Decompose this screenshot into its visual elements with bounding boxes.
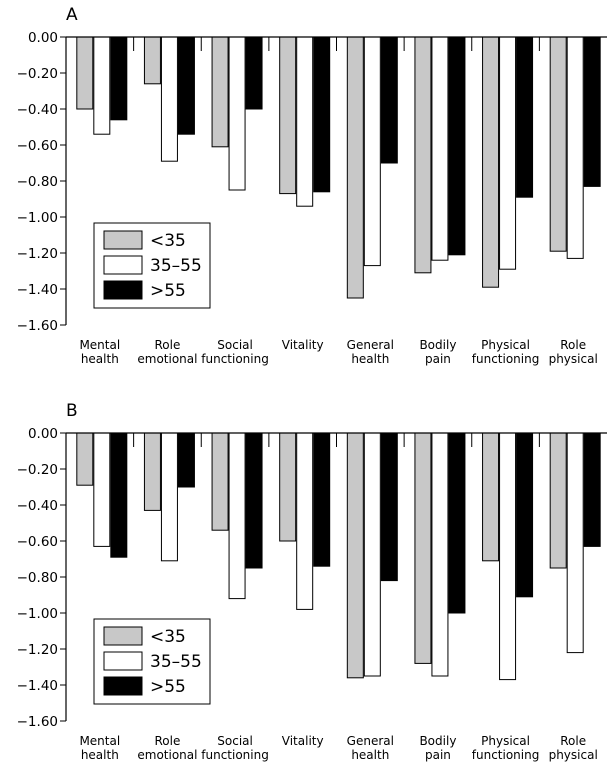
legend-label-35-55: 35–55 xyxy=(150,652,202,672)
y-tick-label: −0.40 xyxy=(17,498,58,514)
y-tick-label: 0.00 xyxy=(28,30,58,46)
legend-swatch-35-55 xyxy=(103,651,143,671)
y-tick-label: −0.40 xyxy=(17,102,58,118)
panel-label: A xyxy=(66,5,78,25)
bar-35-55-role-physical xyxy=(566,432,584,654)
bar-lt-35-role-physical xyxy=(549,36,567,252)
bar-gt-55-social-functioning xyxy=(245,36,263,110)
bar-35-55-social-functioning xyxy=(228,432,246,600)
category-label-vitality: Vitality xyxy=(282,734,324,748)
bar-35-55-bodily-pain xyxy=(431,432,449,677)
bar-gt-55-vitality xyxy=(313,36,331,193)
bar-gt-55-bodily-pain xyxy=(448,36,466,256)
category-label-bodily-pain: Bodily pain xyxy=(419,338,456,366)
bar-lt-35-vitality xyxy=(279,432,297,542)
bar-gt-55-role-physical xyxy=(583,36,601,187)
legend-label-lt-35: <35 xyxy=(150,231,186,251)
bar-35-55-general-health xyxy=(363,36,381,267)
category-label-vitality: Vitality xyxy=(282,338,324,352)
y-tick-label: −1.60 xyxy=(17,714,58,730)
bar-35-55-role-emotional xyxy=(160,432,178,562)
bar-35-55-vitality xyxy=(296,36,314,207)
chart-panel-a: A 0.00 −0.20 −0.40 −0.60 −0.80 −1.00 −1.20 −1.40… xyxy=(17,5,607,366)
y-tick-label: −1.40 xyxy=(17,678,58,694)
bar-lt-35-mental-health xyxy=(76,36,94,110)
bar-gt-55-physical-functioning xyxy=(516,36,534,198)
y-tick-label: −1.20 xyxy=(17,642,58,658)
legend-label-gt-55: >55 xyxy=(150,281,186,301)
category-label-bodily-pain: Bodily pain xyxy=(419,734,456,762)
bar-gt-55-vitality xyxy=(313,432,331,567)
bar-35-55-role-physical xyxy=(566,36,584,259)
legend-label-lt-35: <35 xyxy=(150,627,186,647)
y-tick-label: −0.20 xyxy=(17,66,58,82)
category-label-role-physical: Role physical xyxy=(549,338,598,366)
y-tick-label: −0.80 xyxy=(17,570,58,586)
category-label-physical-functioning: Physical functioning xyxy=(472,338,540,366)
legend-label-35-55: 35–55 xyxy=(150,256,202,276)
category-label-mental-health: Mental health xyxy=(79,338,120,366)
bar-gt-55-bodily-pain xyxy=(448,432,466,614)
bar-35-55-mental-health xyxy=(93,36,111,135)
bar-lt-35-role-physical xyxy=(549,432,567,569)
chart-panel-b: B 0.00 −0.20 −0.40 −0.60 −0.80 −1.00 −1.20 −1.40… xyxy=(17,401,607,762)
category-label-social-functioning: Social functioning xyxy=(201,734,269,762)
bar-35-55-vitality xyxy=(296,432,314,610)
bar-lt-35-role-emotional xyxy=(143,36,161,85)
y-tick-label: −0.80 xyxy=(17,174,58,190)
y-tick-label: −0.60 xyxy=(17,534,58,550)
bar-lt-35-general-health xyxy=(346,432,364,679)
bar-lt-35-physical-functioning xyxy=(482,432,500,562)
category-label-mental-health: Mental health xyxy=(79,734,120,762)
y-tick-label: −1.20 xyxy=(17,246,58,262)
bar-35-55-social-functioning xyxy=(228,36,246,191)
legend-swatch-35-55 xyxy=(103,255,143,275)
bar-35-55-physical-functioning xyxy=(499,36,517,270)
bar-lt-35-social-functioning xyxy=(211,432,229,531)
legend-swatch-lt-35 xyxy=(103,626,143,646)
bar-lt-35-bodily-pain xyxy=(414,432,432,664)
bar-35-55-general-health xyxy=(363,432,381,677)
bar-gt-55-social-functioning xyxy=(245,432,263,569)
bar-gt-55-role-emotional xyxy=(177,432,195,488)
panel-label: B xyxy=(66,401,78,421)
y-tick-label: −0.20 xyxy=(17,462,58,478)
legend-swatch-lt-35 xyxy=(103,230,143,250)
category-label-social-functioning: Social functioning xyxy=(201,338,269,366)
y-tick-label: −0.60 xyxy=(17,138,58,154)
category-label-physical-functioning: Physical functioning xyxy=(472,734,540,762)
legend-swatch-gt-55 xyxy=(103,676,143,696)
category-label-role-emotional: Role emotional xyxy=(137,338,197,366)
bar-35-55-bodily-pain xyxy=(431,36,449,261)
y-tick-label: −1.40 xyxy=(17,282,58,298)
bar-lt-35-physical-functioning xyxy=(482,36,500,288)
bar-gt-55-role-emotional xyxy=(177,36,195,135)
bar-lt-35-vitality xyxy=(279,36,297,195)
bar-35-55-mental-health xyxy=(93,432,111,547)
bar-35-55-physical-functioning xyxy=(499,432,517,681)
y-tick-label: 0.00 xyxy=(28,426,58,442)
bar-gt-55-mental-health xyxy=(110,432,128,558)
bar-lt-35-mental-health xyxy=(76,432,94,486)
bar-gt-55-general-health xyxy=(380,432,398,582)
category-label-general-health: General health xyxy=(347,734,394,762)
bar-35-55-role-emotional xyxy=(160,36,178,162)
bar-lt-35-bodily-pain xyxy=(414,36,432,274)
bar-lt-35-social-functioning xyxy=(211,36,229,148)
legend-label-gt-55: >55 xyxy=(150,677,186,697)
bar-gt-55-physical-functioning xyxy=(516,432,534,598)
y-tick-label: −1.00 xyxy=(17,606,58,622)
category-label-general-health: General health xyxy=(347,338,394,366)
category-label-role-emotional: Role emotional xyxy=(137,734,197,762)
bar-gt-55-general-health xyxy=(380,36,398,164)
category-label-role-physical: Role physical xyxy=(549,734,598,762)
y-tick-label: −1.00 xyxy=(17,210,58,226)
bar-lt-35-role-emotional xyxy=(143,432,161,511)
legend-swatch-gt-55 xyxy=(103,280,143,300)
bar-lt-35-general-health xyxy=(346,36,364,299)
bar-gt-55-mental-health xyxy=(110,36,128,121)
bar-gt-55-role-physical xyxy=(583,432,601,547)
y-tick-label: −1.60 xyxy=(17,318,58,334)
